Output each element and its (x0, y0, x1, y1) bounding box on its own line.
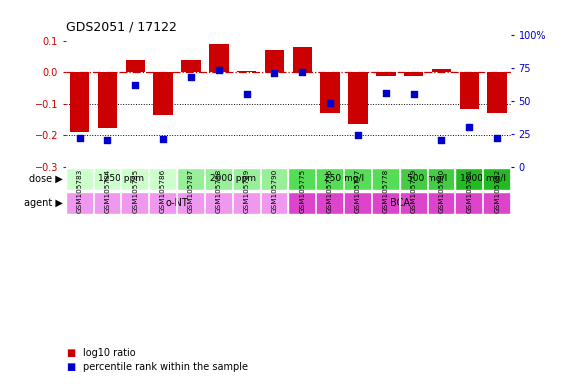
Bar (181, 60, 200, 72)
Point (186, 74, 195, 80)
Point (242, 91, 251, 97)
Text: GSM105776: GSM105776 (327, 169, 333, 213)
Text: GSM105783: GSM105783 (77, 169, 83, 213)
Text: 500 mg/l: 500 mg/l (408, 174, 448, 184)
Point (270, 70, 279, 76)
Text: GSM105789: GSM105789 (244, 169, 250, 213)
Bar (456, 168, 511, 190)
Bar (209, 44, 228, 72)
Point (325, 100, 335, 106)
Text: GSM105781: GSM105781 (467, 169, 472, 213)
Text: percentile rank within the sample: percentile rank within the sample (83, 362, 248, 372)
Text: 2000 ppm: 2000 ppm (210, 174, 256, 184)
Bar (237, 71, 256, 72)
Bar (348, 72, 368, 124)
Text: GSM105779: GSM105779 (411, 169, 417, 213)
Bar (265, 50, 284, 72)
Text: GSM105786: GSM105786 (160, 169, 166, 213)
Bar (488, 72, 507, 113)
Text: dose ▶: dose ▶ (29, 174, 63, 184)
Point (381, 90, 391, 96)
Bar (66, 168, 177, 190)
Bar (432, 69, 451, 72)
Bar (320, 72, 340, 113)
Text: ■: ■ (66, 348, 75, 358)
Text: ■: ■ (66, 362, 75, 372)
Bar (70, 72, 89, 132)
Point (465, 124, 474, 130)
Bar (460, 72, 479, 109)
Text: GSM105778: GSM105778 (383, 169, 389, 213)
Bar (126, 60, 145, 72)
Bar (288, 192, 511, 214)
Text: GSM105785: GSM105785 (132, 169, 138, 213)
Point (437, 137, 446, 144)
Text: BCA: BCA (389, 198, 410, 208)
Bar (177, 168, 288, 190)
Text: GSM105790: GSM105790 (271, 169, 278, 213)
Text: GSM105787: GSM105787 (188, 169, 194, 213)
Text: 1250 ppm: 1250 ppm (98, 174, 144, 184)
Text: 1000 mg/l: 1000 mg/l (460, 174, 506, 184)
Point (409, 91, 418, 97)
Bar (66, 192, 288, 214)
Text: agent ▶: agent ▶ (24, 198, 63, 208)
Point (493, 135, 502, 141)
Bar (98, 72, 117, 127)
Text: 250 mg/l: 250 mg/l (324, 174, 364, 184)
Text: GSM105782: GSM105782 (494, 169, 500, 213)
Text: GSM105780: GSM105780 (439, 169, 444, 213)
Text: GSM105784: GSM105784 (104, 169, 110, 213)
Bar (154, 72, 173, 115)
Point (131, 82, 140, 88)
Point (214, 67, 223, 73)
Bar (288, 168, 400, 190)
Point (103, 137, 112, 144)
Point (297, 69, 307, 75)
Text: GSM105775: GSM105775 (299, 169, 305, 213)
Bar (292, 47, 312, 72)
Text: GDS2051 / 17122: GDS2051 / 17122 (66, 20, 176, 33)
Point (159, 136, 168, 142)
Bar (400, 168, 456, 190)
Text: GSM105788: GSM105788 (216, 169, 222, 213)
Text: log10 ratio: log10 ratio (83, 348, 135, 358)
Point (75, 135, 84, 141)
Bar (376, 72, 396, 76)
Text: GSM105777: GSM105777 (355, 169, 361, 213)
Text: o-NT: o-NT (166, 198, 188, 208)
Point (353, 132, 363, 138)
Bar (404, 72, 423, 76)
